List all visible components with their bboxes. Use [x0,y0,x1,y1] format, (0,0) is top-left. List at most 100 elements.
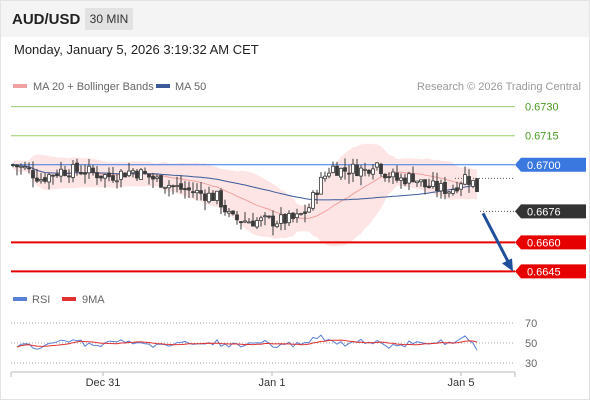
candle-body [443,181,447,194]
candle [159,174,163,188]
candle [119,169,123,188]
candle [35,168,39,183]
candle [95,165,99,185]
candle [247,218,251,224]
rsi-tick-label: 30 [525,358,537,370]
forecast-arrow-head [502,258,513,272]
candle-body [471,180,475,187]
candle [475,178,479,193]
candle [191,182,195,198]
candle-body [31,170,35,179]
candle [447,190,451,198]
candle [255,217,259,230]
ma20-legend-label: MA 20 + Bollinger Bands [33,81,154,93]
support-label: 0.6660 [527,237,561,249]
candle [471,180,475,189]
support-label: 0.6645 [527,266,561,278]
candle-body [43,177,47,182]
candle [199,182,203,201]
candle-body [199,190,203,194]
candle [51,174,55,185]
candle [271,210,275,236]
header-bar: AUD/USD 30 MIN [1,1,589,37]
candle-body [239,221,243,224]
candle-body [475,178,479,193]
candle [67,169,71,184]
candle [315,189,319,205]
candle [11,163,15,168]
candle-body [379,163,383,174]
candle-body [251,220,255,227]
candle-body [279,214,283,224]
candle-body [195,190,199,194]
candle [79,165,83,176]
candle-body [119,170,123,180]
candle [359,165,363,186]
candle [171,184,175,195]
candle [251,212,255,227]
candle [107,167,111,182]
candle-body [211,192,215,201]
candle [83,164,87,184]
candle-body [371,168,375,175]
candle [303,204,307,223]
instrument-title: AUD/USD [12,11,81,28]
candle [367,169,371,177]
candle-body [127,170,131,177]
candle [267,215,271,219]
candle-body [459,183,463,190]
candle [379,162,383,177]
candle-body [155,176,159,179]
candle [355,159,359,177]
candle [195,183,199,201]
candle-body [419,179,423,183]
candle-body [467,176,471,185]
candle [263,212,267,226]
candle [287,210,291,226]
candle [395,165,399,183]
candle-body [183,188,187,191]
candle-body [215,190,219,201]
candle-body [331,165,335,173]
candle-body [431,180,435,187]
candle [143,167,147,175]
candle-body [219,190,223,208]
candle-body [71,164,75,178]
candle [187,181,191,199]
candle [339,167,343,180]
candle-body [451,189,455,194]
rsi-legend-label: RSI [32,294,50,306]
candle-body [315,192,319,195]
candle-body [91,167,95,173]
rsi-ma-legend-swatch [62,297,76,301]
rsi-ma-legend-label: 9MA [82,294,105,306]
candle-body [323,175,327,180]
candle [75,158,79,176]
candle [347,164,351,184]
candle-body [255,220,259,228]
candle [215,190,219,205]
current-price-tag [515,204,586,219]
candle-body [299,213,303,215]
candle [427,178,431,189]
candle-body [23,166,27,169]
candle-body [143,170,147,174]
candle-body [263,215,267,218]
candle-body [271,215,275,227]
candle [219,188,223,215]
time-axis-label: Dec 31 [86,377,121,389]
rsi-ma-line [16,339,478,348]
candle-body [207,192,211,203]
candle [87,158,91,180]
candle-body [435,181,439,192]
candle [175,176,179,193]
candle [407,171,411,191]
candle-body [171,185,175,188]
candle-body [307,207,311,213]
timeframe-badge[interactable]: 30 MIN [85,8,133,30]
candle-body [275,223,279,227]
candle [363,162,367,177]
candle [227,207,231,218]
